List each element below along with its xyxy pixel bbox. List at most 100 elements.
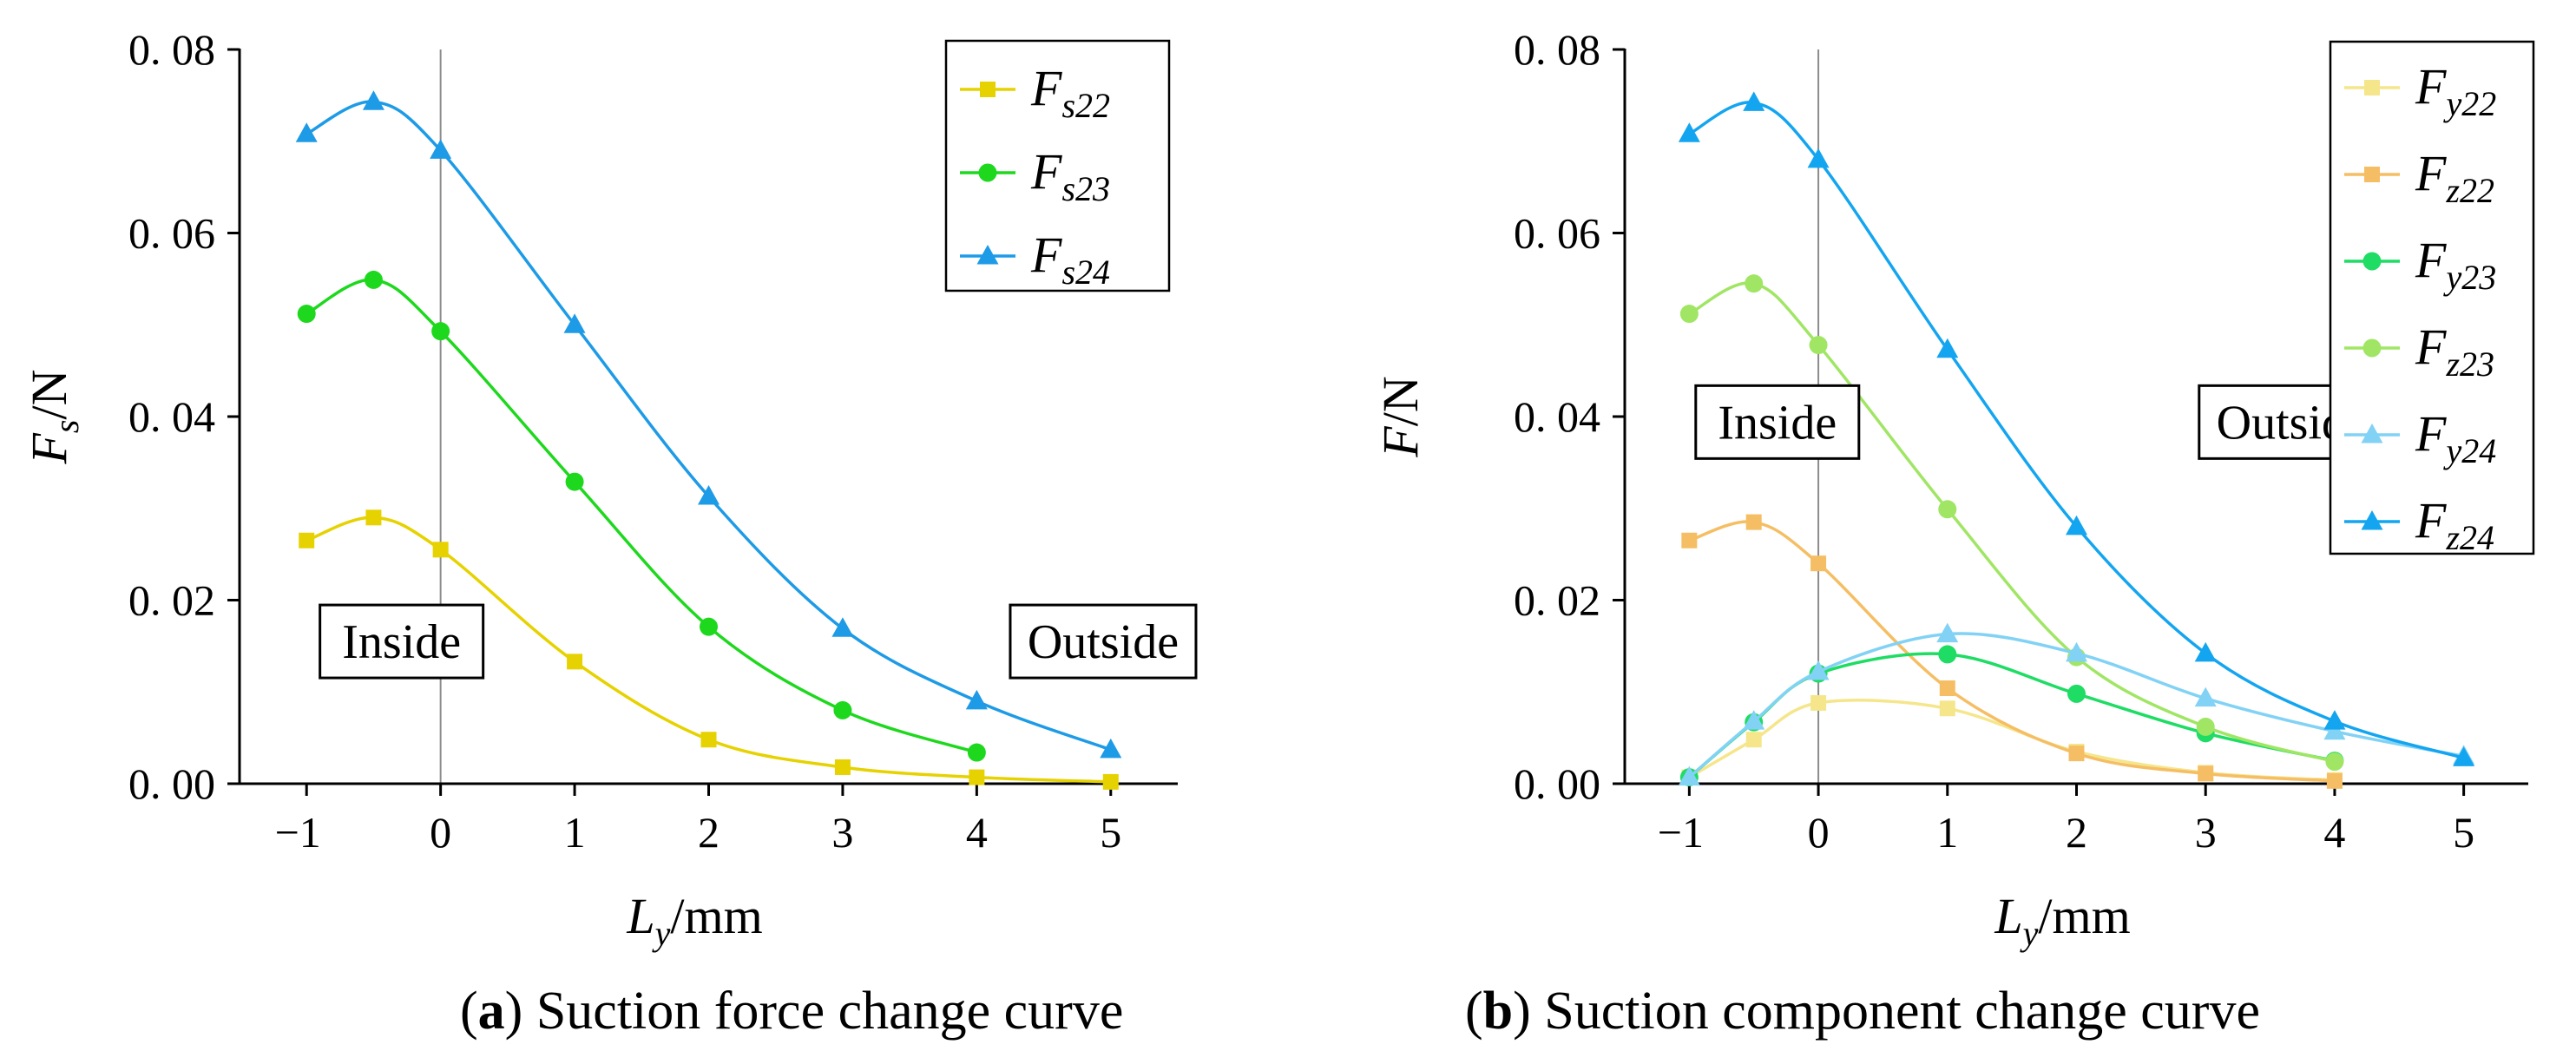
- annotation-text: Inside: [1718, 396, 1837, 450]
- series-line: [1688, 281, 2336, 764]
- data-point: [2453, 746, 2475, 766]
- data-point: [1743, 91, 1765, 111]
- y-tick-label: 0. 02: [128, 576, 215, 625]
- y-axis-label: Fs/N: [21, 369, 86, 464]
- data-point: [2066, 641, 2087, 662]
- data-point: [1938, 645, 1957, 664]
- data-point: [362, 90, 384, 110]
- y-tick-label: 0. 02: [1514, 576, 1600, 625]
- annotation-text: Inside: [342, 615, 461, 669]
- data-point: [831, 617, 854, 637]
- data-point: [2326, 772, 2343, 789]
- data-point: [1807, 660, 1830, 680]
- x-tick-label: 2: [698, 808, 720, 857]
- data-point: [1939, 700, 1955, 717]
- annotation-text: Outside: [1028, 615, 1179, 669]
- data-point: [430, 139, 452, 159]
- data-point: [1681, 532, 1698, 548]
- x-tick-label: 3: [2195, 808, 2217, 857]
- legend-entry-Fz23: Fz23: [2344, 319, 2494, 384]
- data-point: [698, 485, 720, 505]
- y-tick-label: 0. 08: [128, 25, 215, 74]
- x-axis-label: Ly/mm: [626, 888, 762, 953]
- data-point: [1809, 336, 1828, 355]
- legend-marker: [2362, 252, 2382, 271]
- data-point: [1679, 305, 1699, 324]
- data-point: [1743, 710, 1765, 730]
- data-point: [833, 700, 852, 719]
- data-point: [1678, 122, 1700, 142]
- data-point: [1810, 555, 1827, 572]
- x-tick-label: 4: [966, 808, 988, 857]
- data-point: [432, 542, 449, 558]
- data-point: [2194, 641, 2217, 662]
- x-tick-label: 4: [2323, 808, 2345, 857]
- legend-marker: [980, 82, 996, 97]
- legend: Fy22 Fz22 Fy23 Fz23 Fy24 Fz24: [2329, 40, 2535, 557]
- series-Fz24: [1678, 91, 2475, 766]
- data-point: [1745, 732, 1762, 748]
- legend-label: Fy22: [2415, 58, 2496, 123]
- y-tick-label: 0. 04: [1514, 392, 1600, 441]
- x-axis-label: Ly/mm: [1994, 888, 2130, 953]
- data-point: [1807, 148, 1830, 168]
- legend-label: Fz23: [2415, 319, 2494, 384]
- legend-marker: [2364, 80, 2380, 95]
- data-point: [965, 689, 988, 710]
- series-line: [306, 516, 1111, 784]
- data-point: [1938, 500, 1957, 519]
- legend-entry-Fz22: Fz22: [2344, 145, 2494, 210]
- y-tick-label: 0. 06: [128, 209, 215, 258]
- x-tick-label: −1: [275, 808, 321, 857]
- legend-marker: [976, 245, 999, 265]
- annotation-box: [1009, 603, 1198, 680]
- data-point: [2325, 752, 2344, 772]
- panel-caption: (b) Suction component change curve: [1465, 982, 2260, 1041]
- data-point: [969, 769, 985, 785]
- x-tick-label: 0: [430, 808, 451, 857]
- data-point: [1100, 738, 1122, 759]
- legend-entry-Fs23: Fs23: [960, 143, 1110, 208]
- data-point: [2066, 515, 2087, 535]
- series-Fs22: [299, 509, 1119, 790]
- x-tick-label: 0: [1808, 808, 1830, 857]
- data-point: [1810, 694, 1827, 711]
- y-tick-label: 0. 04: [128, 392, 215, 441]
- x-tick-label: −1: [1658, 808, 1704, 857]
- annotation-inside: Inside: [319, 603, 485, 680]
- legend-label: Fs23: [1030, 143, 1110, 208]
- x-tick-label: 2: [2066, 808, 2087, 857]
- data-point: [565, 472, 584, 491]
- series-Fy24: [1678, 622, 2475, 786]
- legend-label: Fz24: [2415, 492, 2494, 557]
- data-point: [2323, 710, 2346, 730]
- annotation-inside: Inside: [1694, 384, 1861, 460]
- data-point: [563, 313, 586, 333]
- legend-marker: [978, 163, 997, 182]
- data-point: [1936, 622, 1959, 643]
- data-point: [2323, 719, 2346, 740]
- data-point: [431, 322, 450, 341]
- panel-caption: (a) Suction force change curve: [460, 982, 1123, 1041]
- legend-label: Fy23: [2415, 232, 2496, 297]
- legend-label: Fy24: [2415, 405, 2496, 470]
- legend-label: Fz22: [2415, 145, 2494, 210]
- series-line: [1688, 101, 2465, 760]
- legend-marker: [2361, 510, 2383, 530]
- data-point: [2194, 686, 2217, 707]
- x-tick-label: 5: [1100, 808, 1121, 857]
- legend-label: Fs24: [1030, 227, 1110, 292]
- data-point: [1939, 680, 1955, 697]
- series-Fs24: [295, 90, 1122, 759]
- y-tick-label: 0. 08: [1514, 25, 1600, 74]
- data-point: [700, 617, 718, 636]
- series-line: [306, 278, 977, 754]
- data-point: [700, 732, 717, 748]
- data-point: [295, 122, 318, 142]
- series-Fs23: [297, 270, 986, 762]
- data-point: [364, 270, 383, 289]
- data-point: [1936, 338, 1959, 358]
- legend-entry-Fz24: Fz24: [2344, 492, 2494, 557]
